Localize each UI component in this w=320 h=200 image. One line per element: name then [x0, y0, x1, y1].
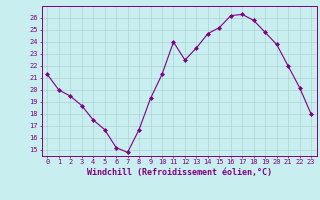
X-axis label: Windchill (Refroidissement éolien,°C): Windchill (Refroidissement éolien,°C) [87, 168, 272, 177]
